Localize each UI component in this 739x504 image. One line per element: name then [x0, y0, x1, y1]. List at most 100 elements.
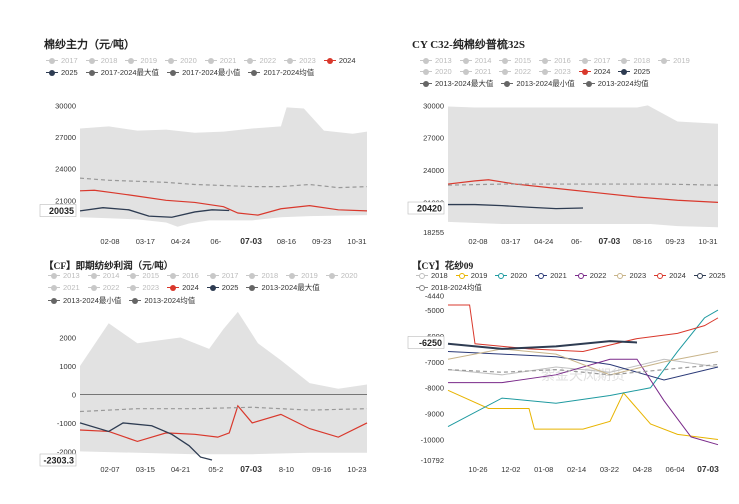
legend-item[interactable]: 2024 — [323, 56, 356, 65]
legend-label: 2013-2024最大值 — [261, 283, 320, 292]
legend-marker-icon — [618, 68, 631, 76]
y-tick-label: 2000 — [59, 334, 76, 343]
legend-item[interactable]: 2023 — [614, 271, 646, 280]
legend-item[interactable]: 2013 — [48, 271, 80, 280]
legend-item[interactable]: 2021 — [459, 67, 491, 76]
legend-item[interactable]: 2018-2024均值 — [416, 282, 482, 293]
chart-2: 紫金天风期货300002700024000210001825502-0803-1… — [407, 101, 719, 246]
legend-item[interactable]: 2017-2024最大值 — [85, 67, 159, 78]
legend-item[interactable]: 2017 — [206, 271, 238, 280]
legend-item[interactable]: 2024 — [578, 67, 610, 76]
legend-item[interactable]: 2017-2024均值 — [248, 67, 314, 78]
x-tick-label: 8-10 — [279, 465, 294, 474]
legend-item[interactable]: 2015 — [499, 56, 531, 65]
y-tick-label: -8000 — [425, 384, 444, 393]
y-tick-label: -10792 — [421, 456, 444, 465]
legend-item[interactable]: 2021 — [535, 271, 567, 280]
legend-marker-icon — [618, 57, 631, 65]
legend-marker-icon — [499, 68, 512, 76]
legend-item[interactable]: 2025 — [618, 67, 650, 76]
legend-item[interactable]: 2017-2024最小值 — [167, 67, 240, 78]
y-tick-label: -7000 — [425, 358, 444, 367]
legend-item[interactable]: 2014 — [87, 271, 119, 280]
legend-label: 2021 — [550, 271, 567, 280]
x-tick-label: 06- — [571, 237, 582, 246]
latest-value-label: -6250 — [419, 338, 442, 348]
legend-item[interactable]: 2021 — [204, 56, 236, 65]
legend-item[interactable]: 2019 — [125, 56, 157, 65]
legend-marker-icon — [48, 284, 60, 292]
legend-label: 2025 — [708, 271, 726, 280]
legend-item[interactable]: 2018 — [416, 271, 448, 280]
legend-item[interactable]: 2019 — [455, 271, 487, 280]
legend-item[interactable]: 2022 — [244, 56, 276, 65]
legend-marker-icon — [246, 272, 259, 280]
series-line-2013-2024均值 — [447, 183, 719, 186]
x-tick-label: 09-16 — [312, 465, 331, 474]
chart-4: 紫金天风期货-4440-5000-6000-7000-8000-9000-100… — [407, 292, 719, 474]
legend-item[interactable]: 2024 — [167, 282, 199, 293]
legend-item[interactable]: 2019 — [286, 271, 318, 280]
legend-item[interactable]: 2018 — [246, 271, 278, 280]
legend-item[interactable]: 2018 — [85, 56, 117, 65]
legend-label: 2018 — [261, 271, 279, 280]
legend-item[interactable]: 2019 — [658, 56, 690, 65]
legend-item[interactable]: 2022 — [574, 271, 606, 280]
legend-item[interactable]: 2014 — [459, 56, 491, 65]
legend-item[interactable]: 2013-2024最大值 — [246, 282, 320, 293]
legend-item[interactable]: 2016 — [539, 56, 571, 65]
legend-marker-icon — [499, 57, 512, 65]
legend-item[interactable]: 2023 — [284, 56, 316, 65]
legend-item[interactable]: 2022 — [499, 67, 531, 76]
x-tick-label: 10-23 — [347, 465, 366, 474]
range-band-area — [448, 105, 718, 228]
x-tick-label: 04-24 — [171, 237, 190, 246]
legend-item[interactable]: 2016 — [167, 271, 199, 280]
legend-item[interactable]: 2020 — [495, 271, 527, 280]
legend-item[interactable]: 2023 — [539, 67, 571, 76]
legend-item[interactable]: 2013-2024均值 — [582, 78, 649, 89]
y-tick-label: 27000 — [55, 133, 76, 142]
legend-item[interactable]: 2013-2024最小值 — [501, 78, 575, 89]
legend-item[interactable]: 2020 — [165, 56, 197, 65]
legend-label: 2013-2024最小值 — [63, 296, 122, 305]
legend-item[interactable]: 2020 — [325, 271, 358, 280]
legend-3: 2013 2014 2015 2016 2017 2018 2019 2020 2021 2022… — [48, 271, 366, 306]
legend-item[interactable]: 2013-2024最大值 — [420, 78, 493, 89]
latest-value-box — [407, 201, 445, 215]
legend-marker-icon — [248, 69, 261, 77]
legend-item[interactable]: 2017 — [578, 56, 611, 65]
legend-marker-icon — [535, 272, 548, 280]
legend-item[interactable]: 2015 — [127, 271, 159, 280]
legend-marker-icon — [455, 272, 468, 280]
legend-item[interactable]: 2020 — [420, 67, 452, 76]
x-tick-label: 07-03 — [240, 464, 262, 474]
legend-marker-icon — [167, 272, 180, 280]
y-tick-label: -9000 — [425, 410, 444, 419]
legend-item[interactable]: 2025 — [693, 271, 726, 280]
legend-marker-icon — [501, 80, 514, 88]
legend-label: 2017 — [593, 56, 611, 65]
legend-item[interactable]: 2017 — [46, 56, 78, 65]
x-tick-label: 01-08 — [534, 465, 553, 474]
legend-marker-icon — [325, 272, 338, 280]
legend-item[interactable]: 2024 — [654, 271, 686, 280]
legend-label: 2013-2024均值 — [597, 79, 649, 88]
legend-item[interactable]: 2022 — [87, 282, 119, 293]
legend-marker-icon — [459, 57, 472, 65]
legend-label: 2016 — [554, 56, 571, 65]
legend-item[interactable]: 2018 — [618, 56, 650, 65]
legend-marker-icon — [693, 272, 706, 280]
legend-label: 2013 — [63, 271, 80, 280]
legend-item[interactable]: 2013 — [420, 56, 452, 65]
legend-label: 2017-2024均值 — [263, 68, 315, 77]
legend-item[interactable]: 2013-2024均值 — [129, 295, 195, 306]
legend-item[interactable]: 2013-2024最小值 — [48, 295, 121, 306]
legend-item[interactable]: 2023 — [127, 282, 159, 293]
legend-item[interactable]: 2025 — [46, 67, 78, 78]
range-band-area — [80, 107, 367, 227]
legend-item[interactable]: 2021 — [48, 282, 80, 293]
legend-label: 2018 — [431, 271, 448, 280]
legend-item[interactable]: 2025 — [206, 282, 238, 293]
legend-marker-icon — [167, 69, 180, 77]
